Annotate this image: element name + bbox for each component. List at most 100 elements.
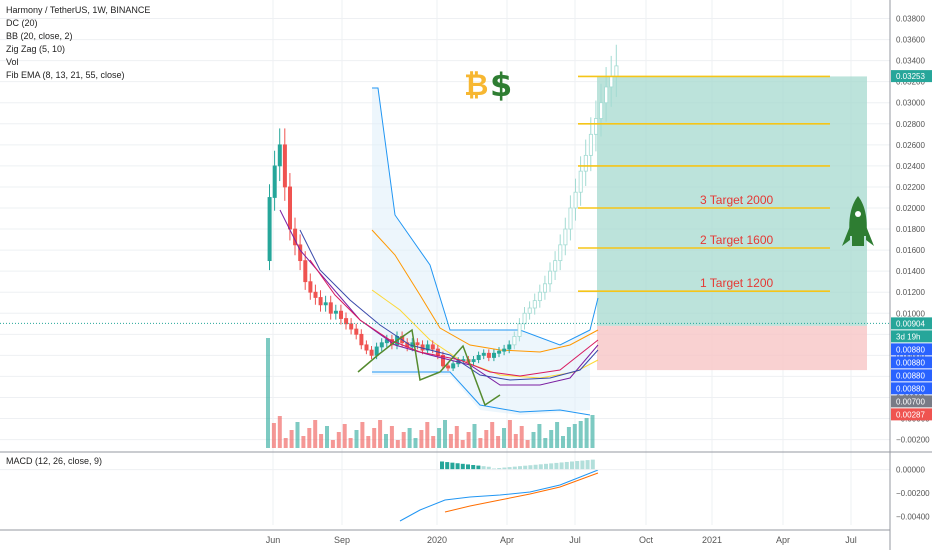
macd-legend: MACD (12, 26, close, 9) [6, 456, 103, 466]
rocket-fin-right [866, 226, 874, 246]
bb-band-fill [372, 88, 590, 415]
volume-bar [578, 421, 583, 448]
candle-body [277, 144, 282, 167]
time-tick-label: 2021 [702, 535, 722, 545]
macd-histogram-bar [466, 464, 470, 470]
volume-bar [319, 434, 324, 448]
price-badge [891, 369, 932, 382]
candle-body [333, 310, 338, 314]
price-tick-label: 0.03800 [896, 15, 925, 24]
candle-body [568, 207, 573, 230]
macd-histogram-bar [440, 461, 444, 470]
candle-body [308, 281, 313, 293]
volume-bar [384, 434, 388, 448]
bitcoin-icon: ₿ [464, 68, 489, 103]
macd-histogram-bar [585, 460, 590, 470]
price-tick-label: 0.03200 [896, 78, 925, 87]
candle-body [599, 102, 604, 119]
candle-body [303, 260, 308, 283]
price-tick-label: 0.03400 [896, 57, 925, 66]
time-tick-label: Sep [334, 535, 350, 545]
candle-body [430, 344, 435, 350]
ema-13-line [309, 259, 599, 377]
time-tick-label: 2020 [427, 535, 447, 545]
price-tick-label: 0.00600 [896, 351, 925, 360]
volume-bar [443, 420, 447, 448]
price-badge-label: 0.00880 [896, 371, 925, 380]
volume-bar [366, 436, 371, 448]
price-badge [891, 330, 932, 343]
volume-bar [266, 338, 270, 448]
price-tick-label: 0.03000 [896, 99, 925, 108]
candle-body [512, 336, 517, 346]
candle-body [425, 344, 430, 351]
volume-bar [496, 436, 501, 448]
volume-bar [513, 434, 518, 448]
time-tick-label: Jul [845, 535, 857, 545]
volume-bar [413, 438, 418, 448]
legend-bb: BB (20, close, 2) [6, 31, 73, 41]
candle-body [548, 270, 553, 285]
macd-histogram-bar [481, 466, 486, 470]
dollar-icon: $ [490, 66, 513, 104]
volume-bar [543, 438, 548, 448]
price-badge-label: 0.00880 [896, 358, 925, 367]
candle-body [507, 344, 512, 350]
volume-bar [566, 427, 571, 448]
candle-body [354, 328, 359, 335]
candle-body [349, 323, 354, 330]
candle-body [588, 133, 593, 156]
macd-histogram-bar [460, 463, 465, 470]
volume-bar [460, 440, 465, 448]
volume-bar [401, 432, 406, 448]
profit-zone [597, 76, 867, 326]
price-badge [891, 382, 932, 395]
volume-bar [295, 422, 300, 448]
volume-bar [283, 438, 288, 448]
candle-body [578, 170, 583, 193]
candle-body [573, 191, 578, 209]
macd-histogram-bar [445, 462, 450, 470]
volume-bar [466, 432, 471, 448]
macd-line [399, 469, 599, 522]
macd-histogram-bar [486, 466, 491, 470]
loss-zone [597, 325, 867, 371]
candle-body [451, 363, 456, 369]
candle-body [338, 310, 343, 319]
dc-lower-line [372, 371, 591, 416]
time-tick-label: Apr [776, 535, 790, 545]
macd-histogram-bar [538, 464, 543, 470]
macd-histogram-bar [518, 466, 522, 470]
volume-bar [572, 424, 577, 448]
price-tick-label: 0.02200 [896, 183, 925, 192]
volume-bar [555, 422, 560, 448]
price-tick-label: 0.01200 [896, 288, 925, 297]
price-badge [891, 395, 932, 408]
rocket-fin-left [842, 226, 850, 246]
candle-body [497, 350, 502, 354]
price-tick-label: 0.02800 [896, 120, 925, 129]
price-badge-label: 0.03253 [896, 72, 925, 81]
candle-body [537, 291, 542, 302]
volume-bar [271, 423, 276, 448]
candle-body [471, 359, 476, 363]
macd-histogram-bar [471, 465, 476, 470]
rocket-base [852, 236, 864, 246]
volume-bar [330, 440, 335, 448]
volume-bar [502, 428, 506, 448]
price-tick-label: 0.01000 [896, 309, 925, 318]
zigzag-line [357, 328, 501, 407]
volume-bar [525, 440, 530, 448]
candle-body [594, 118, 599, 135]
candle-body [364, 344, 369, 351]
volume-bar [348, 438, 353, 448]
volume-bar [454, 426, 459, 448]
macd-histogram-bar [492, 468, 496, 470]
candle-body [344, 318, 349, 325]
legend-zigzag: Zig Zag (5, 10) [6, 44, 66, 54]
candle-body [553, 260, 558, 272]
volume-bar [336, 432, 341, 448]
candle-body [318, 297, 323, 306]
